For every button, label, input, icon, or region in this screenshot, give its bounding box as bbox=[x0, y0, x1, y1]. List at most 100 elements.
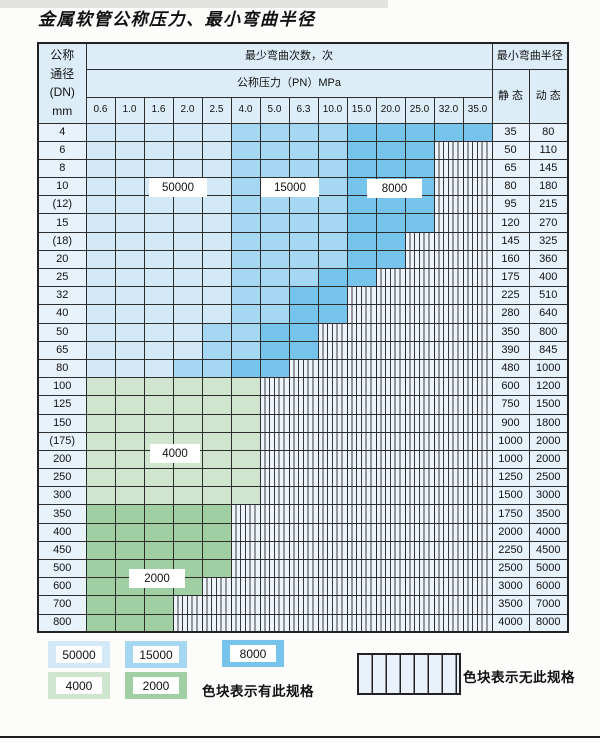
spec-cell-50000 bbox=[85, 249, 116, 270]
spec-cell-8000 bbox=[346, 140, 377, 160]
static-radius-value: 3500 bbox=[491, 595, 530, 615]
dn-label: 700 bbox=[37, 595, 87, 615]
table-row: 8 65 145 bbox=[37, 158, 569, 179]
spec-cell-15000 bbox=[230, 322, 261, 342]
has-spec-note: 色块表示有此规格 bbox=[202, 684, 314, 699]
legend-label: 4000 bbox=[56, 677, 102, 694]
no-spec-cell bbox=[375, 267, 406, 288]
spec-cell-50000 bbox=[114, 195, 145, 215]
dn-label: 250 bbox=[37, 468, 87, 488]
spec-cell-15000 bbox=[259, 140, 290, 160]
no-spec-cell bbox=[230, 558, 261, 579]
no-spec-cell bbox=[462, 304, 493, 324]
no-spec-cell bbox=[404, 267, 435, 288]
no-spec-cell bbox=[404, 358, 435, 379]
table-row: (12) 95 215 bbox=[37, 195, 569, 215]
dynamic-radius-value: 4500 bbox=[528, 540, 569, 561]
spec-cell-2000 bbox=[85, 595, 116, 615]
static-radius-value: 50 bbox=[491, 140, 530, 160]
table-row: 50 350 800 bbox=[37, 322, 569, 342]
no-spec-cell bbox=[230, 595, 261, 615]
static-radius-value: 145 bbox=[491, 231, 530, 251]
spec-cell-8000 bbox=[317, 304, 348, 324]
static-radius-value: 35 bbox=[491, 122, 530, 142]
no-spec-cell bbox=[462, 286, 493, 306]
no-spec-cell bbox=[404, 395, 435, 415]
spec-cell-15000 bbox=[288, 213, 319, 233]
no-spec-cell bbox=[433, 413, 464, 433]
no-spec-cell bbox=[172, 595, 203, 615]
spec-cell-8000 bbox=[346, 158, 377, 179]
no-spec-cell bbox=[317, 540, 348, 561]
spec-cell-50000 bbox=[172, 267, 203, 288]
no-spec-cell bbox=[346, 558, 377, 579]
no-spec-cell bbox=[288, 449, 319, 470]
no-spec-cell bbox=[433, 304, 464, 324]
spec-cell-15000 bbox=[230, 158, 261, 179]
spec-cell-4000 bbox=[143, 395, 174, 415]
table-row: 250 1250 2500 bbox=[37, 468, 569, 488]
legend-item-8000: 8000 bbox=[222, 640, 284, 667]
spec-cell-4000 bbox=[201, 449, 232, 470]
spec-cell-8000 bbox=[288, 322, 319, 342]
static-radius-value: 175 bbox=[491, 267, 530, 288]
static-radius-value: 600 bbox=[491, 377, 530, 397]
spec-cell-2000 bbox=[201, 558, 232, 579]
spec-cell-50000 bbox=[143, 267, 174, 288]
no-spec-cell bbox=[404, 558, 435, 579]
spec-cell-15000 bbox=[230, 249, 261, 270]
spec-cell-50000 bbox=[114, 340, 145, 360]
no-spec-cell bbox=[346, 522, 377, 542]
spec-cell-15000 bbox=[317, 140, 348, 160]
no-spec-cell bbox=[317, 377, 348, 397]
spec-cell-50000 bbox=[201, 158, 232, 179]
spec-cell-4000 bbox=[172, 395, 203, 415]
pressure-col-header: 20.0 bbox=[375, 96, 406, 124]
static-radius-value: 1750 bbox=[491, 504, 530, 524]
spec-cell-50000 bbox=[114, 286, 145, 306]
dynamic-radius-value: 180 bbox=[528, 177, 569, 197]
no-spec-cell bbox=[317, 340, 348, 360]
region-label-8000: 8000 bbox=[367, 179, 422, 198]
spec-cell-15000 bbox=[230, 286, 261, 306]
no-spec-cell bbox=[433, 540, 464, 561]
spec-cell-8000 bbox=[375, 140, 406, 160]
no-spec-cell bbox=[317, 413, 348, 433]
spec-cell-50000 bbox=[201, 267, 232, 288]
no-spec-cell bbox=[346, 577, 377, 597]
spec-cell-2000 bbox=[114, 540, 145, 561]
spec-cell-50000 bbox=[85, 231, 116, 251]
spec-cell-15000 bbox=[317, 195, 348, 215]
dn-label: 100 bbox=[37, 377, 87, 397]
spec-cell-50000 bbox=[172, 231, 203, 251]
no-spec-cell bbox=[288, 468, 319, 488]
dynamic-radius-value: 360 bbox=[528, 249, 569, 270]
no-spec-cell bbox=[375, 468, 406, 488]
spec-cell-8000 bbox=[433, 122, 464, 142]
no-spec-cell bbox=[462, 177, 493, 197]
spec-cell-15000 bbox=[288, 158, 319, 179]
dynamic-radius-value: 2500 bbox=[528, 468, 569, 488]
dynamic-radius-value: 270 bbox=[528, 213, 569, 233]
spec-cell-15000 bbox=[259, 158, 290, 179]
dynamic-radius-value: 1000 bbox=[528, 358, 569, 379]
spec-cell-15000 bbox=[317, 249, 348, 270]
spec-cell-2000 bbox=[143, 613, 174, 633]
spec-cell-4000 bbox=[114, 377, 145, 397]
no-spec-cell bbox=[433, 522, 464, 542]
dynamic-radius-value: 640 bbox=[528, 304, 569, 324]
no-spec-cell bbox=[259, 377, 290, 397]
dynamic-radius-value: 400 bbox=[528, 267, 569, 288]
spec-cell-50000 bbox=[85, 286, 116, 306]
spec-cell-50000 bbox=[143, 249, 174, 270]
spec-cell-4000 bbox=[230, 468, 261, 488]
no-spec-cell bbox=[288, 413, 319, 433]
no-spec-cell bbox=[433, 613, 464, 633]
spec-cell-50000 bbox=[114, 140, 145, 160]
spec-cell-15000 bbox=[230, 304, 261, 324]
spec-cell-4000 bbox=[143, 413, 174, 433]
no-spec-cell bbox=[462, 504, 493, 524]
static-column-header: 静 态 bbox=[491, 68, 530, 124]
spec-cell-2000 bbox=[85, 540, 116, 561]
no-spec-cell bbox=[433, 322, 464, 342]
